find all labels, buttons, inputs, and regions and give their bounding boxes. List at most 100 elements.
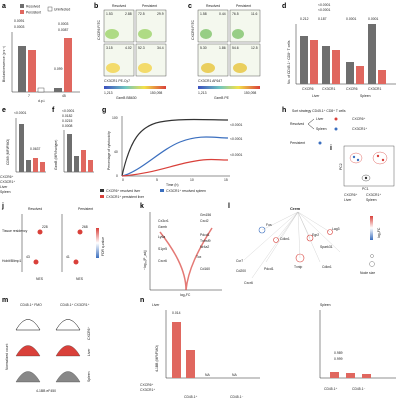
l-node-2: [306, 234, 314, 242]
l-size-1: [370, 254, 374, 258]
l-edges: [243, 211, 341, 279]
pval-a-1: 0.0003: [14, 25, 24, 29]
g-ytick-2: 40: [114, 150, 118, 154]
k-up-5: Tox: [196, 255, 202, 259]
panel-letter-h: h: [282, 107, 286, 114]
pval-d-5: 0.0001: [368, 17, 378, 21]
legend-uninfected: Uninfected: [54, 8, 70, 12]
pval-a-2: 0.0003: [58, 22, 68, 26]
panel-letter-k: k: [140, 203, 144, 210]
c-ylabel: CXCR6 FITC: [191, 19, 195, 40]
l-gene-5: Ccr7: [236, 259, 243, 263]
bar-f-2: [74, 156, 79, 172]
b-q4: 3.15: [106, 46, 113, 50]
h-arrow-1: [307, 118, 315, 125]
c-cluster-1: [200, 29, 212, 39]
legend-swatch-resolved: [20, 4, 24, 8]
panel-d: d <0.0001 <0.0001 0.212 0.187 0.0001 0.0…: [282, 3, 396, 98]
b-cluster-1: [105, 29, 119, 39]
k-up-3: Tnfrsf9: [200, 239, 211, 243]
e-row-1: CX3CR1⁺: [0, 180, 15, 184]
n-row-2: CD45.1⁺: [184, 395, 197, 399]
b-col-resolved: Resolved: [112, 4, 126, 8]
j-num-1: 43: [26, 255, 30, 259]
g-ytick-0: 0: [116, 174, 118, 178]
b-scale-3: 150,098: [150, 91, 162, 95]
bar-d-6: [356, 66, 364, 84]
panel-letter-f: f: [52, 107, 55, 114]
l-colorbar: [370, 216, 373, 240]
c-col-resolved: Resolved: [206, 4, 220, 8]
h-item-spleen: Spleen: [316, 127, 327, 131]
m-col-1: CD45.1⁺ CX3CR1⁺: [60, 303, 90, 307]
k-up-6: Cd160: [200, 267, 210, 271]
bar-n-1: [172, 322, 181, 378]
l-gene-6: Pdcd1: [264, 267, 274, 271]
b-q1: 2.88: [125, 12, 132, 16]
g-xtick-2: 10: [190, 178, 194, 182]
k-ylabel: −log₁₀(P_adj): [143, 250, 147, 270]
j-col-persistent: Persistent: [78, 207, 93, 211]
m-hist-5: [15, 371, 41, 383]
b-scale-label: GzmB BB630: [116, 96, 137, 100]
b-q2: 72.5: [138, 12, 145, 16]
j-num-0: 228: [42, 225, 48, 229]
m-xlabel: 4-1BB eF450: [36, 389, 56, 393]
bar-n2-3: [362, 374, 371, 378]
n-ylabel: 4-1BB (MFI/FMO): [155, 345, 159, 372]
g-leg-swatch-2: [100, 195, 104, 198]
j-num-3: 41: [66, 255, 70, 259]
pval-f-0: <0.0001: [62, 109, 74, 113]
bar-f-3: [81, 150, 86, 172]
l-hub: Crem: [290, 206, 301, 211]
pval-f-1: 0.0182: [62, 114, 72, 118]
panel-letter-a: a: [2, 3, 6, 10]
g-xtick-3: 15: [224, 178, 228, 182]
pval-d-3: 0.187: [318, 17, 327, 21]
m-hist-2: [55, 319, 81, 331]
j-dot-1: [37, 229, 43, 235]
j-colorbar: [96, 228, 99, 258]
h-item-cx3cr1: CX3CR1⁺: [352, 127, 367, 131]
m-ylabel: Normalized count: [5, 344, 9, 370]
i-ellipse-3: [361, 174, 371, 182]
g-legend-0: CXCR6⁺ resolved liver: [106, 189, 141, 193]
h-dot-2: [334, 127, 338, 131]
bar-f-1: [67, 134, 72, 172]
pval-g-2: <0.0001: [230, 153, 242, 157]
b-scale-0: 1,213: [104, 91, 113, 95]
k-up-2: Pdcd1: [200, 233, 210, 237]
panel-n: n Liver Spleen 0.014 0.989 0.999 4-1BB (…: [140, 297, 396, 399]
i-ellipse-1: [349, 152, 363, 164]
xlabel-a: d.p.i.: [38, 99, 45, 103]
c-q2: 76.5: [232, 12, 239, 16]
legend-persistent: Persistent: [26, 11, 41, 15]
bar-d-2: [310, 40, 318, 84]
j-col-resolved: Resolved: [28, 207, 42, 211]
n2-row-3: CD45.1⁻: [352, 387, 365, 391]
b-xlabel: CX3CR1 PE-Cy7: [104, 79, 130, 83]
bar-a-persistent-45: [64, 38, 72, 92]
bar-n-2: [186, 350, 195, 378]
bar-e-4: [40, 162, 45, 172]
bar-e-3: [33, 158, 38, 172]
l-node-3: [327, 229, 333, 235]
i-xlabel: PC1: [362, 187, 369, 191]
m-row-1: Liver: [87, 348, 91, 356]
m-hist-6: [55, 371, 81, 383]
pval-n-0: 0.014: [172, 311, 181, 315]
pval-f-2: 0.0215: [62, 119, 72, 123]
ylabel-e: CD69 (MFI/FMO): [6, 139, 10, 165]
c-scale-label: GzmB PE: [214, 96, 230, 100]
l-gene-3: Lag3: [332, 227, 340, 231]
pval-a-0: 0.0091: [14, 19, 24, 23]
panel-k: k −log₁₀(P_adj) log₂FC Cx3cr1 Gzmb Ly6a …: [140, 203, 222, 297]
l-gene-10: Cd200: [236, 269, 246, 273]
d-cat-2: CXCR6: [346, 87, 358, 91]
panel-e: e <0.0001 0.0637 CD69 (MFI/FMO) CXCR6⁺ C…: [0, 107, 46, 194]
pval-g-0: <0.0001: [230, 123, 242, 127]
k-xlabel: log₂FC: [180, 293, 191, 297]
b-cluster-3: [106, 63, 120, 73]
l-colorbar-label: log₂FC: [377, 227, 381, 238]
ylabel-d: No. of CD45.1⁺ CD8⁺ T cells: [287, 40, 291, 84]
